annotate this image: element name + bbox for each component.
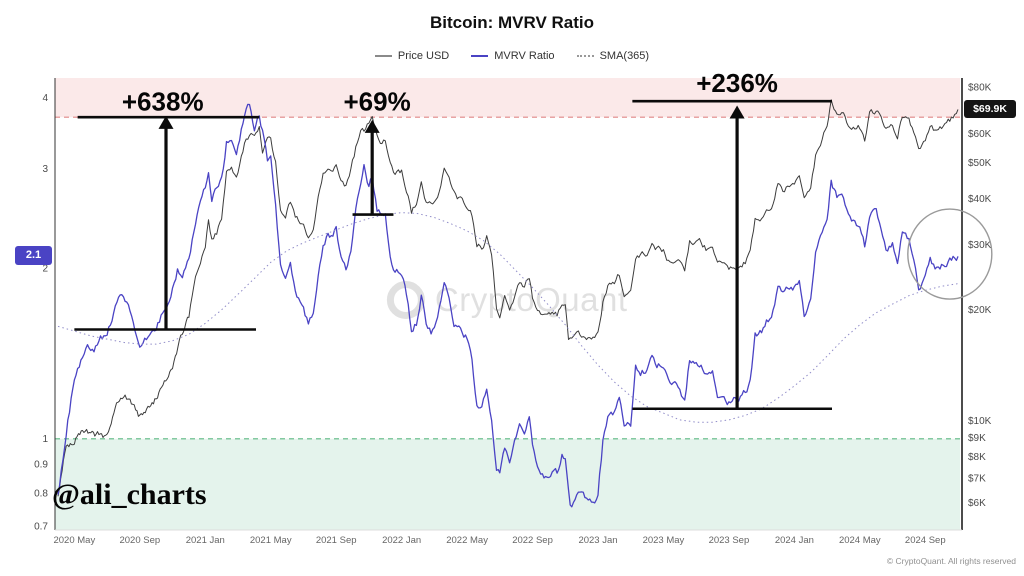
highlight-circle (907, 208, 993, 300)
y-right-tick-label: $9K (968, 433, 986, 444)
x-tick-label: 2021 Sep (316, 535, 357, 546)
copyright-notice: © CryptoQuant. All rights reserved (886, 556, 1016, 566)
legend-item-price-usd[interactable]: Price USD (374, 50, 450, 62)
y-right-tick-label: $8K (968, 452, 986, 463)
y-left-tick-label: 3 (42, 164, 48, 175)
annotation-percent-label: +69% (343, 87, 410, 117)
series-line-sma365 (57, 212, 959, 423)
mvrv-current-badge: 2.1 (15, 246, 52, 266)
y-left-tick-label: 4 (42, 93, 48, 104)
x-tick-label: 2022 Sep (512, 535, 553, 546)
x-tick-label: 2023 Jan (578, 535, 617, 546)
y-right-tick-label: $60K (968, 129, 992, 140)
annotation-arrow-head-icon (729, 105, 745, 119)
y-left-tick-label: 0.9 (34, 460, 48, 471)
annotation-arrow-head-icon (364, 119, 380, 133)
annotation-percent-label: +638% (122, 87, 204, 117)
x-tick-label: 2024 Jan (775, 535, 814, 546)
legend-label-mvrv-ratio: MVRV Ratio (494, 50, 555, 62)
x-tick-label: 2024 May (839, 535, 881, 546)
legend-item-sma365[interactable]: SMA(365) (576, 50, 650, 62)
series-line-mvrv (57, 103, 959, 508)
y-left-tick-label: 2 (42, 263, 48, 274)
y-right-tick-label: $80K (968, 83, 992, 94)
x-tick-label: 2023 Sep (709, 535, 750, 546)
annotation-percent-label: +236% (696, 68, 778, 98)
x-tick-label: 2020 May (53, 535, 95, 546)
legend: Price USD MVRV Ratio SMA(365) (0, 50, 1024, 62)
mvrv-line-swatch-icon (471, 55, 489, 57)
x-tick-label: 2022 Jan (382, 535, 421, 546)
overvalued-band (55, 78, 960, 118)
y-right-tick-label: $20K (968, 305, 992, 316)
x-tick-label: 2021 Jan (186, 535, 225, 546)
author-handle: @ali_charts (52, 478, 207, 511)
x-tick-label: 2021 May (250, 535, 292, 546)
cryptoquant-logo-icon (386, 281, 425, 319)
y-left-tick-label: 0.8 (34, 489, 48, 500)
y-right-tick-label: $6K (968, 498, 986, 509)
legend-label-price-usd: Price USD (397, 50, 450, 62)
sma-line-swatch-icon (576, 55, 594, 57)
legend-label-sma365: SMA(365) (599, 50, 650, 62)
page-title: Bitcoin: MVRV Ratio (429, 13, 595, 32)
annotation-arrow-head-icon (158, 115, 174, 129)
y-right-tick-label: $7K (968, 473, 986, 484)
legend-item-mvrv-ratio[interactable]: MVRV Ratio (471, 50, 555, 62)
x-tick-label: 2022 May (446, 535, 488, 546)
series-line-price (57, 99, 959, 497)
y-right-tick-label: $40K (968, 194, 992, 205)
y-right-tick-label: $50K (968, 158, 992, 169)
x-tick-label: 2020 Sep (119, 535, 160, 546)
price-line-swatch-icon (374, 55, 392, 57)
x-tick-label: 2024 Sep (905, 535, 946, 546)
y-right-tick-label: $10K (968, 416, 992, 427)
y-right-tick-label: $30K (968, 240, 992, 251)
y-left-tick-label: 1 (42, 434, 48, 445)
y-left-tick-label: 0.7 (34, 521, 48, 532)
price-current-badge: $69.9K (964, 100, 1016, 119)
x-tick-label: 2023 May (643, 535, 685, 546)
